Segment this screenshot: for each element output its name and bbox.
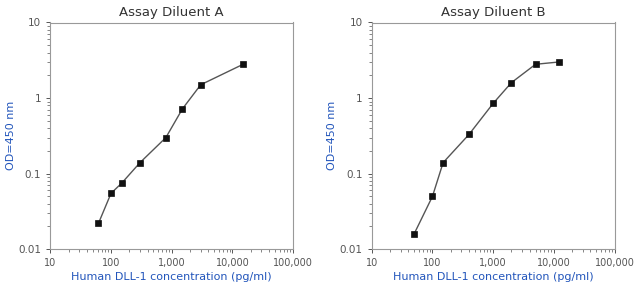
- X-axis label: Human DLL-1 concentration (pg/ml): Human DLL-1 concentration (pg/ml): [72, 272, 272, 283]
- X-axis label: Human DLL-1 concentration (pg/ml): Human DLL-1 concentration (pg/ml): [393, 272, 593, 283]
- Title: Assay Diluent A: Assay Diluent A: [120, 5, 224, 18]
- Y-axis label: OD=450 nm: OD=450 nm: [6, 101, 15, 170]
- Title: Assay Diluent B: Assay Diluent B: [441, 5, 545, 18]
- Y-axis label: OD=450 nm: OD=450 nm: [327, 101, 337, 170]
